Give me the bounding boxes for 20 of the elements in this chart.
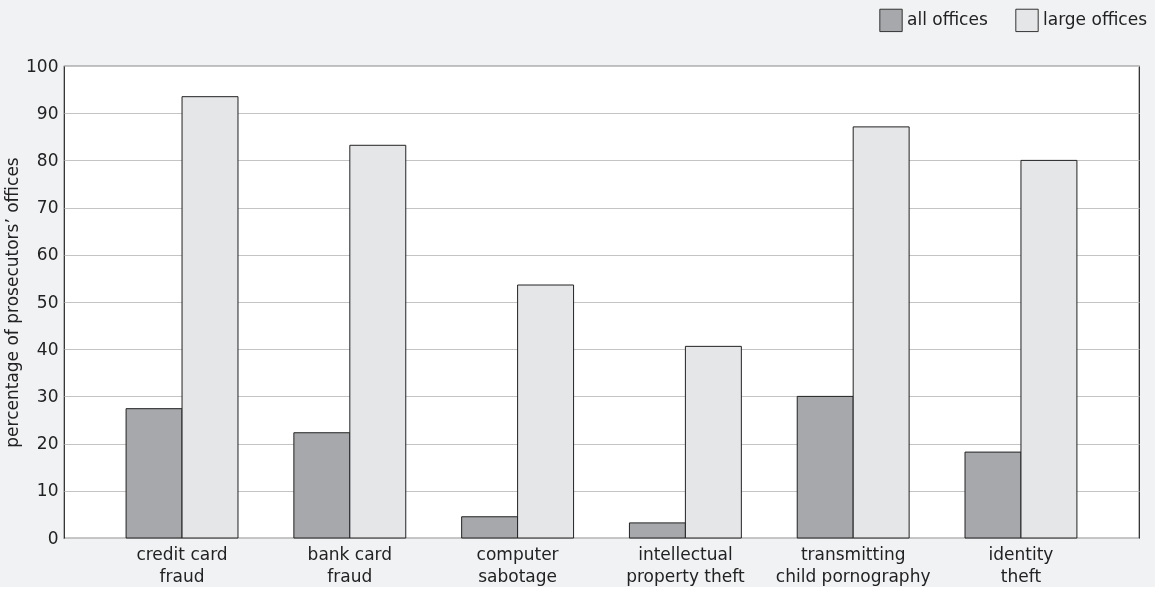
legend-label: all offices (907, 9, 988, 30)
legend-label: large offices (1043, 9, 1148, 30)
y-tick-label: 30 (36, 385, 59, 406)
y-tick-label: 40 (36, 338, 59, 359)
x-tick-label: identity theft (988, 543, 1054, 586)
y-axis-title: percentage of prosecutors’ offices (2, 157, 23, 448)
y-tick-label: 0 (47, 527, 59, 548)
y-tick-label: 10 (36, 480, 59, 501)
y-tick-label: 20 (36, 433, 59, 454)
y-tick-label: 60 (36, 244, 59, 265)
y-tick-label: 80 (36, 149, 59, 170)
x-tick-label: bank card fraud (307, 543, 393, 586)
y-tick-label: 100 (26, 55, 59, 76)
x-tick-label: intellectual property theft (626, 543, 745, 586)
y-tick-label: 90 (36, 102, 59, 123)
y-tick-label: 70 (36, 197, 59, 218)
y-tick-label: 50 (36, 291, 59, 312)
x-tick-label: computer sabotage (476, 543, 559, 586)
x-tick-label: credit card fraud (136, 543, 228, 586)
x-tick-label: transmitting child pornography (775, 543, 931, 586)
